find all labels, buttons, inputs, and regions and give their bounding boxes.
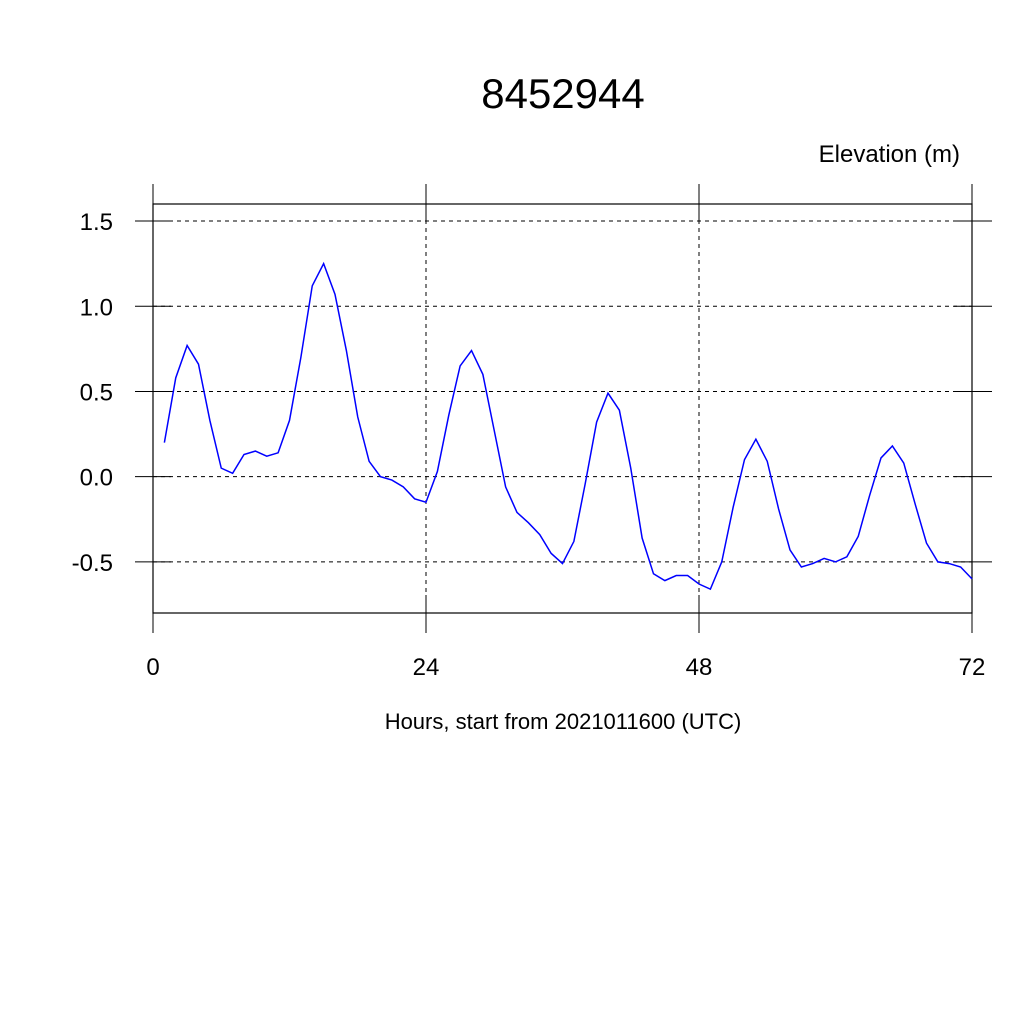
plot-frame (152, 203, 973, 614)
y-tick-label: 0.5 (80, 379, 113, 406)
data-line (163, 261, 973, 591)
x-tick-label: 0 (146, 654, 159, 681)
chart-title: 8452944 (481, 70, 645, 117)
y-tick-label: 1.5 (80, 209, 113, 236)
x-axis-label: Hours, start from 2021011600 (UTC) (385, 709, 742, 734)
y-tick-label: -0.5 (72, 550, 113, 577)
x-tick-label: 48 (686, 654, 713, 681)
subtitle: Elevation (m) (819, 141, 960, 168)
x-tick-label: 24 (413, 654, 440, 681)
y-tick-label: 1.0 (80, 294, 113, 321)
y-tick-label: 0.0 (80, 465, 113, 492)
x-tick-label: 72 (959, 654, 986, 681)
